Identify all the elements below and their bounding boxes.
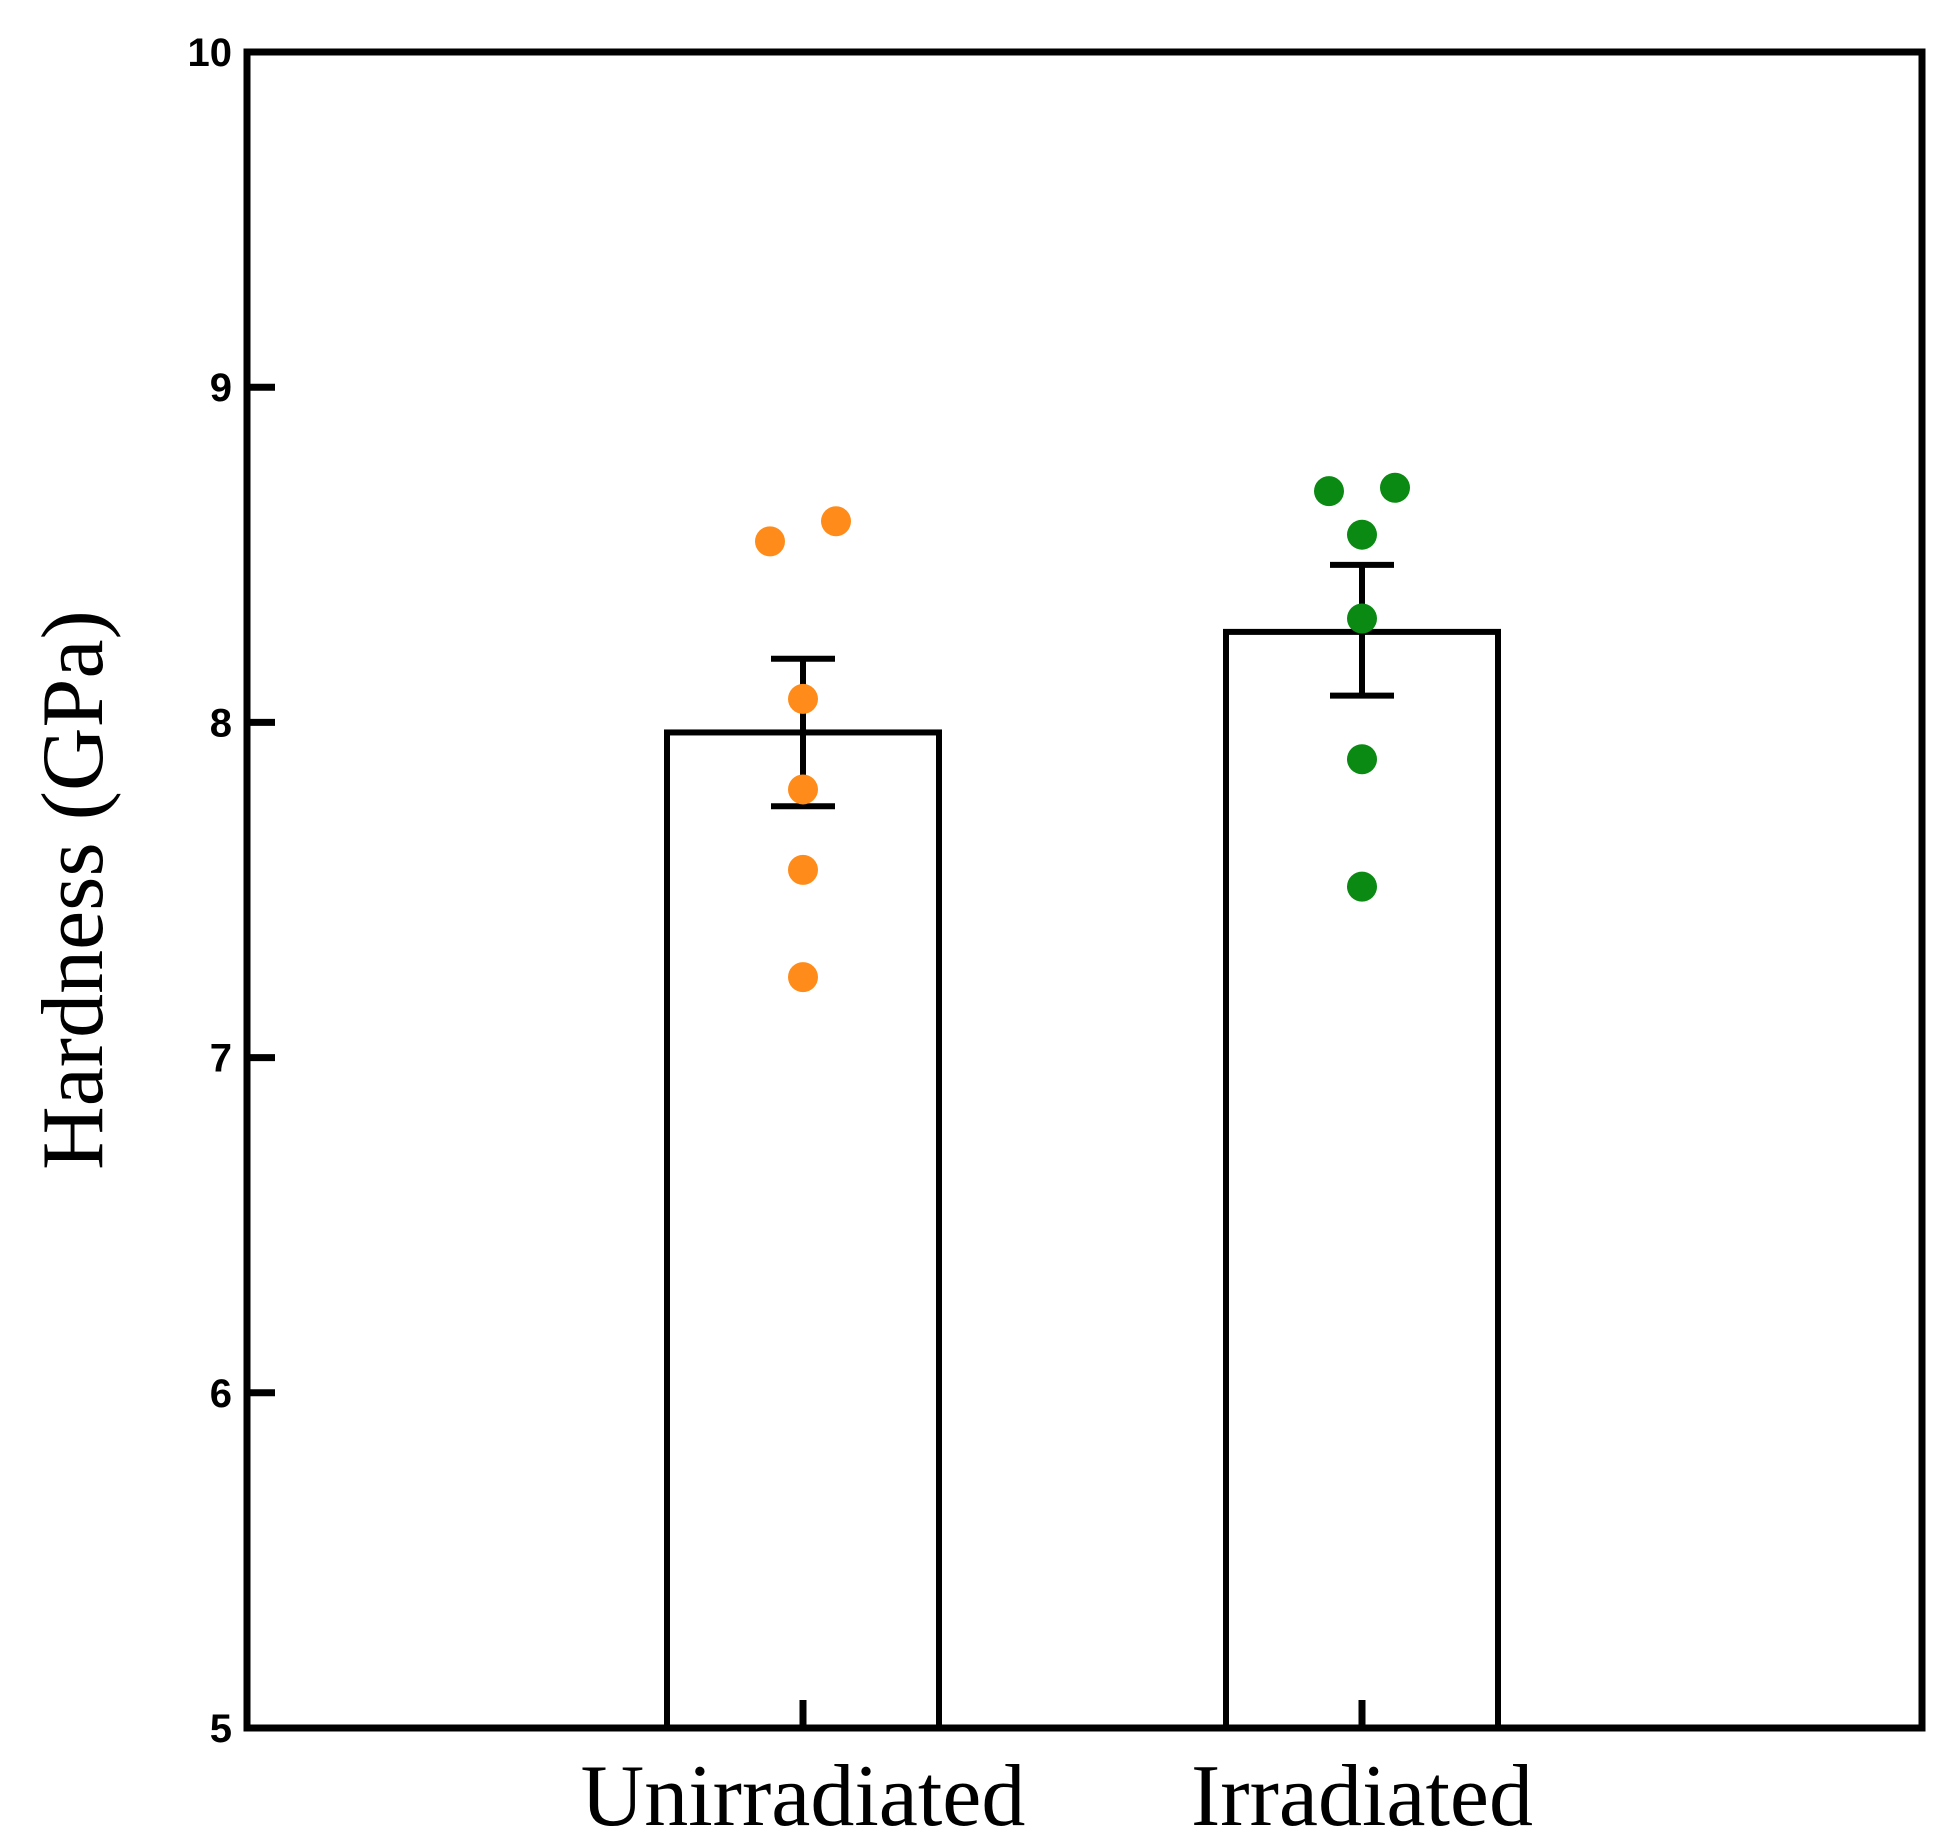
y-tick-label-5: 5 xyxy=(210,1707,232,1751)
x-tick-label-unirradiated: Unirradiated xyxy=(581,1748,1026,1839)
bar-unirradiated xyxy=(664,729,942,1731)
y-tick-label-9: 9 xyxy=(210,366,232,410)
data-point-unirradiated xyxy=(788,962,818,993)
data-point-unirradiated xyxy=(788,854,818,885)
x-axis-ticks: Unirradiated Irradiated xyxy=(581,1700,1533,1839)
data-point-irradiated xyxy=(1314,476,1344,507)
data-point-irradiated xyxy=(1347,744,1377,775)
data-point-unirradiated xyxy=(821,506,851,537)
data-point-irradiated xyxy=(1380,472,1410,503)
data-point-unirradiated xyxy=(755,526,785,557)
bars-layer xyxy=(664,628,1501,1731)
data-point-unirradiated xyxy=(788,683,818,714)
bar-irradiated xyxy=(1223,628,1501,1731)
y-axis-ticks: 5 6 7 8 9 10 xyxy=(188,31,275,1751)
data-points-layer xyxy=(755,472,1410,993)
data-point-irradiated xyxy=(1347,519,1377,550)
data-point-irradiated xyxy=(1347,871,1377,902)
y-axis-title: Hardness (GPa) xyxy=(25,610,122,1170)
y-tick-label-10: 10 xyxy=(188,31,233,75)
data-point-unirradiated xyxy=(788,774,818,805)
error-bars-layer xyxy=(771,561,1394,810)
plot-frame xyxy=(243,48,1926,1732)
data-point-irradiated xyxy=(1347,603,1377,634)
y-tick-label-8: 8 xyxy=(210,701,232,745)
x-tick-label-irradiated: Irradiated xyxy=(1191,1748,1533,1839)
y-tick-label-7: 7 xyxy=(210,1037,232,1081)
y-tick-label-6: 6 xyxy=(210,1372,232,1416)
